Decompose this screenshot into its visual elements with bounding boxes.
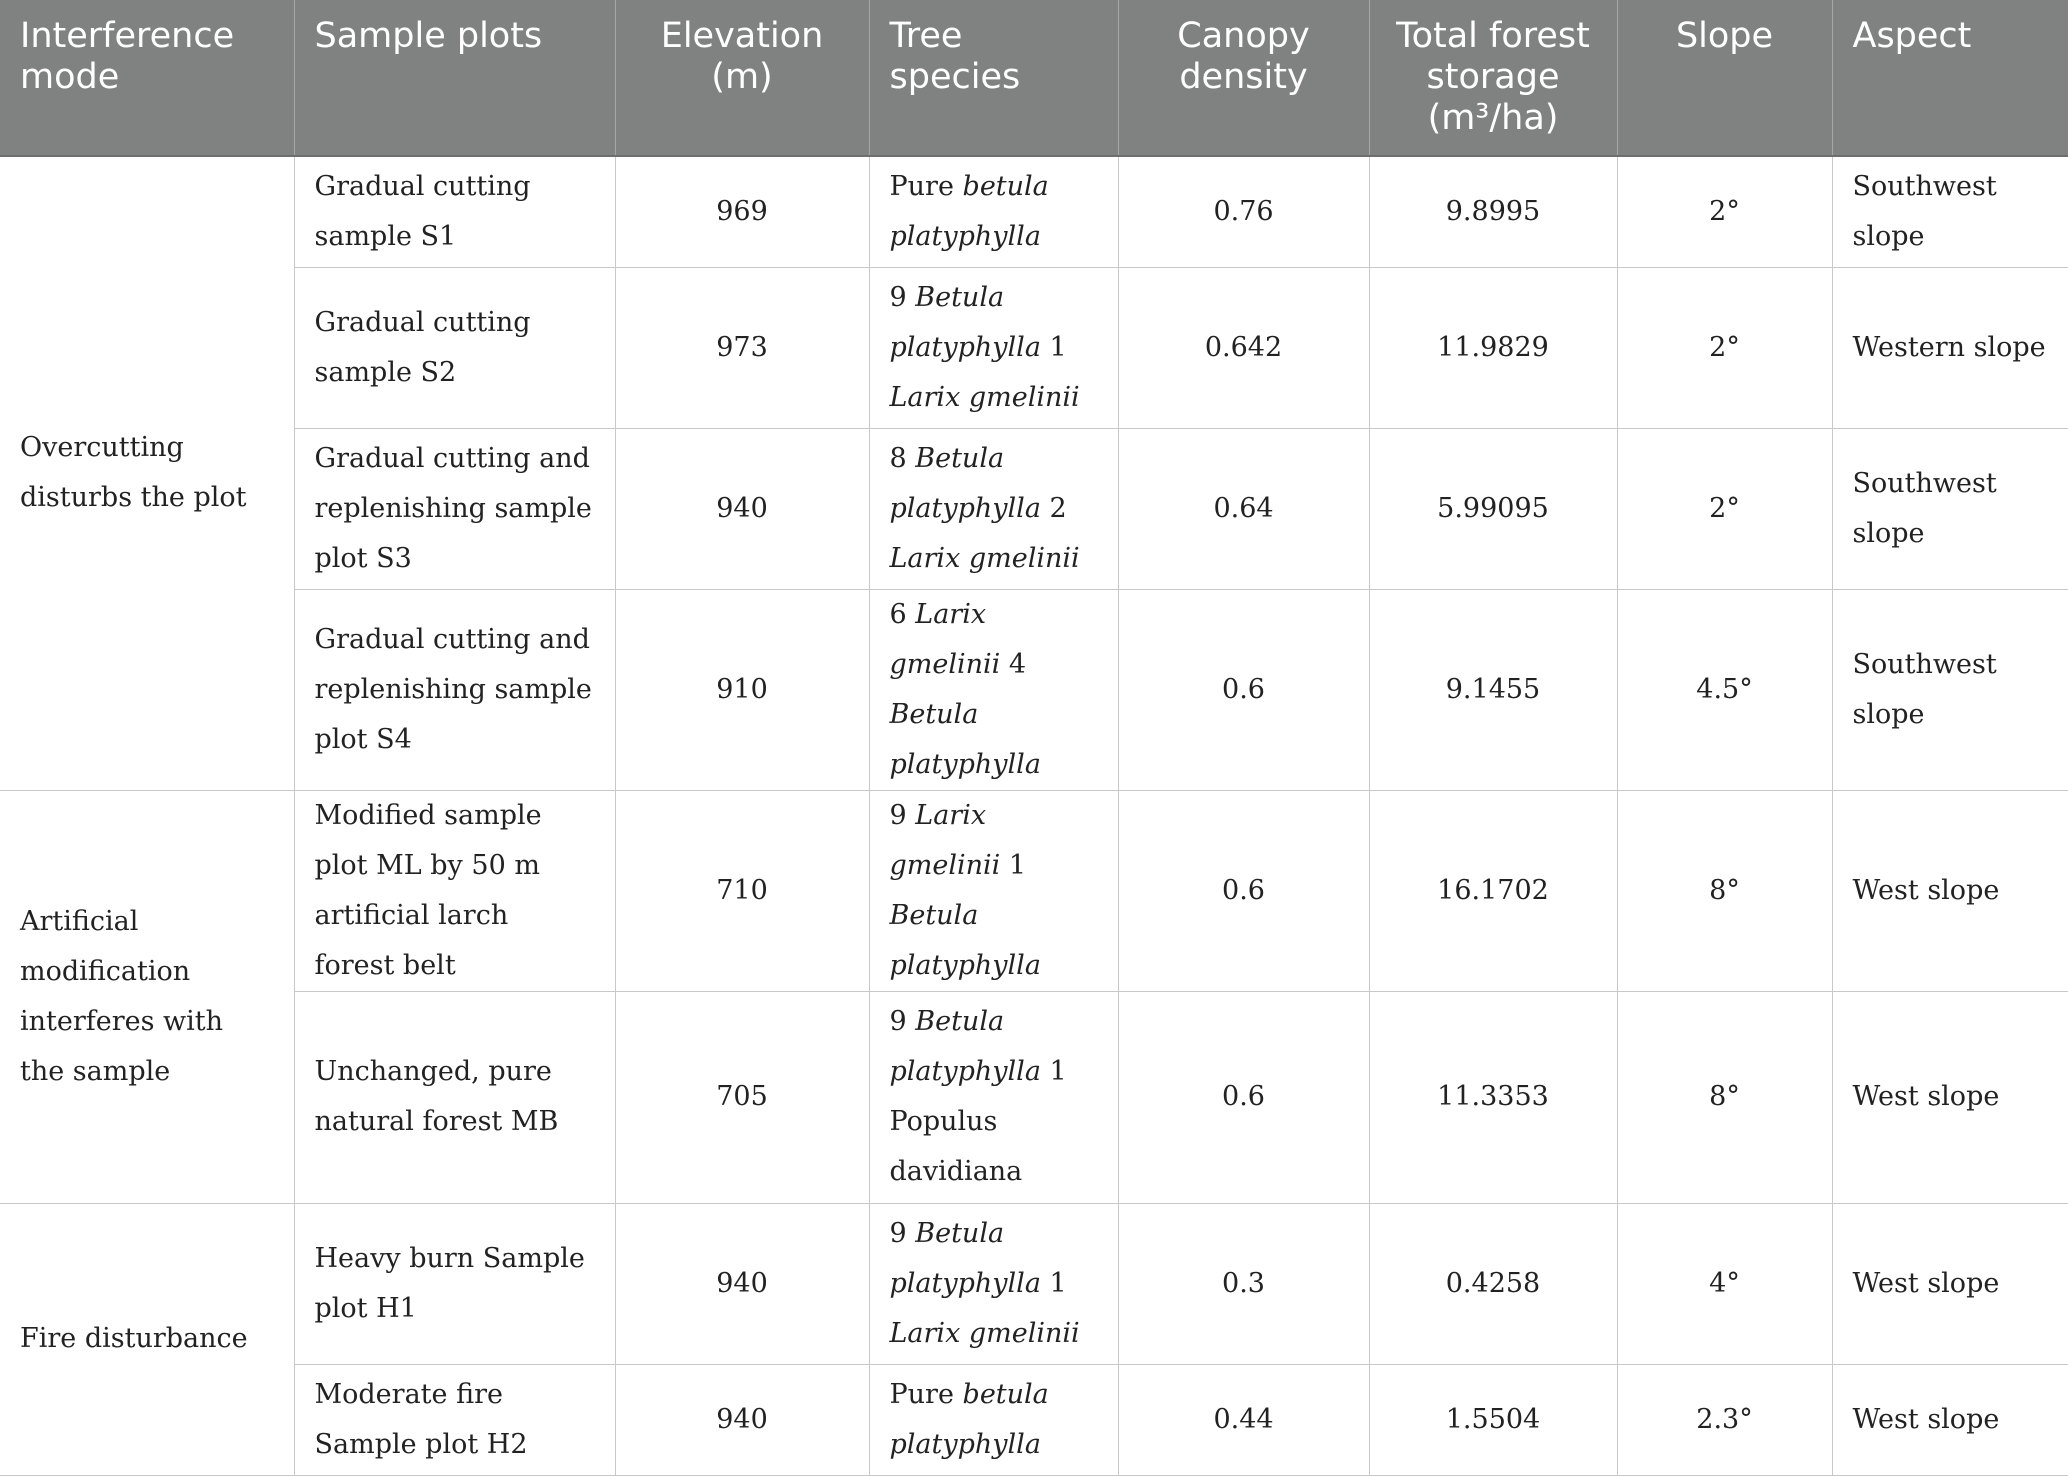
canopy-cell: 0.64 (1117, 427, 1370, 590)
storage-cell: 9.8995 (1368, 155, 1618, 268)
aspect-cell: West slope (1831, 789, 2068, 992)
canopy-cell: 0.6 (1117, 588, 1370, 791)
header-slope: Slope (1616, 0, 1832, 156)
slope-cell: 2.3° (1616, 1363, 1833, 1476)
plot-cell: Heavy burn Sample plot H1 (293, 1202, 616, 1365)
table-row: Moderate fire Sample plot H2 940 Pure be… (0, 1363, 2068, 1476)
group-cell: Fire disturbance (0, 1202, 295, 1476)
plot-cell: Moderate fire Sample plot H2 (294, 1363, 616, 1476)
species-cell: 8 Betula platyphylla 2 Larix gmelinii (868, 427, 1119, 590)
species-cell: Pure betula platyphylla (868, 155, 1119, 268)
canopy-cell: 0.76 (1117, 155, 1370, 268)
canopy-cell: 0.6 (1117, 789, 1370, 992)
elevation-cell: 973 (614, 266, 870, 429)
plot-cell: Modified sample plot ML by 50 m artifici… (293, 789, 616, 992)
plot-cell: Gradual cutting and replenishing sample … (294, 588, 616, 791)
aspect-cell: Southwest slope (1831, 588, 2068, 791)
species-cell: Pure betula platyphylla (868, 1363, 1119, 1476)
table-row: Overcutting disturbs the plot Gradual cu… (0, 155, 2068, 791)
table-row: Gradual cutting sample S2 973 9 Betula p… (0, 266, 2068, 429)
header-total-forest-storage: Total forest storage (m³/ha) (1368, 0, 1617, 156)
slope-cell: 2° (1616, 427, 1833, 590)
table-row: Fire disturbance Heavy burn Sample plot … (0, 1202, 2068, 1476)
storage-cell: 1.5504 (1368, 1363, 1618, 1476)
elevation-cell: 940 (614, 1363, 870, 1476)
table-row: Gradual cutting and replenishing sample … (0, 588, 2068, 791)
header-elevation: Elevation (m) (614, 0, 869, 156)
storage-cell: 11.3353 (1368, 990, 1618, 1204)
canopy-cell: 0.3 (1117, 1202, 1370, 1365)
slope-cell: 8° (1616, 789, 1833, 992)
elevation-cell: 969 (614, 155, 870, 268)
header-tree-species: Tree species (868, 0, 1118, 156)
aspect-cell: West slope (1831, 990, 2068, 1204)
storage-cell: 16.1702 (1368, 789, 1618, 992)
canopy-cell: 0.642 (1117, 266, 1370, 429)
header-interference-mode: Interference mode (0, 0, 294, 156)
table-row: Gradual cutting and replenishing sample … (0, 427, 2068, 590)
slope-cell: 4° (1616, 1202, 1833, 1365)
header-canopy-density: Canopy density (1117, 0, 1369, 156)
header-aspect: Aspect (1831, 0, 2068, 156)
plot-cell: Gradual cutting sample S1 (293, 155, 616, 268)
canopy-cell: 0.6 (1117, 990, 1370, 1204)
species-cell: 9 Betula platyphylla 1 Larix gmelinii (868, 266, 1119, 429)
table-row: Unchanged, pure natural forest MB 705 9 … (0, 990, 2068, 1204)
aspect-cell: West slope (1831, 1202, 2068, 1365)
plot-cell: Unchanged, pure natural forest MB (294, 990, 616, 1204)
group-cell: Artificial modification interferes with … (0, 789, 295, 1204)
elevation-cell: 710 (614, 789, 870, 992)
canopy-cell: 0.44 (1117, 1363, 1370, 1476)
species-cell: 9 Larix gmelinii 1 Betula platyphylla (868, 789, 1119, 992)
aspect-cell: Southwest slope (1831, 155, 2068, 268)
header-sample-plots: Sample plots (293, 0, 615, 156)
header-row: Interference mode Sample plots Elevation… (0, 0, 2068, 156)
storage-cell: 9.1455 (1368, 588, 1618, 791)
plot-cell: Gradual cutting sample S2 (294, 266, 616, 429)
elevation-cell: 705 (614, 990, 870, 1204)
storage-cell: 5.99095 (1368, 427, 1618, 590)
slope-cell: 2° (1616, 266, 1833, 429)
plot-cell: Gradual cutting and replenishing sample … (294, 427, 616, 590)
slope-cell: 4.5° (1616, 588, 1833, 791)
species-cell: 9 Betula platyphylla 1 Larix gmelinii (868, 1202, 1119, 1365)
species-cell: 6 Larix gmelinii 4 Betula platyphylla (868, 588, 1119, 791)
slope-cell: 8° (1616, 990, 1833, 1204)
storage-cell: 11.9829 (1368, 266, 1618, 429)
species-cell: 9 Betula platyphylla 1 Populus davidiana (868, 990, 1119, 1204)
elevation-cell: 940 (614, 427, 870, 590)
elevation-cell: 910 (614, 588, 870, 791)
slope-cell: 2° (1616, 155, 1833, 268)
elevation-cell: 940 (614, 1202, 870, 1365)
table-row: Artificial modification interferes with … (0, 789, 2068, 1204)
storage-cell: 0.4258 (1368, 1202, 1618, 1365)
aspect-cell: Southwest slope (1831, 427, 2068, 590)
group-cell: Overcutting disturbs the plot (0, 155, 295, 791)
aspect-cell: West slope (1831, 1363, 2068, 1476)
aspect-cell: Western slope (1831, 266, 2068, 429)
